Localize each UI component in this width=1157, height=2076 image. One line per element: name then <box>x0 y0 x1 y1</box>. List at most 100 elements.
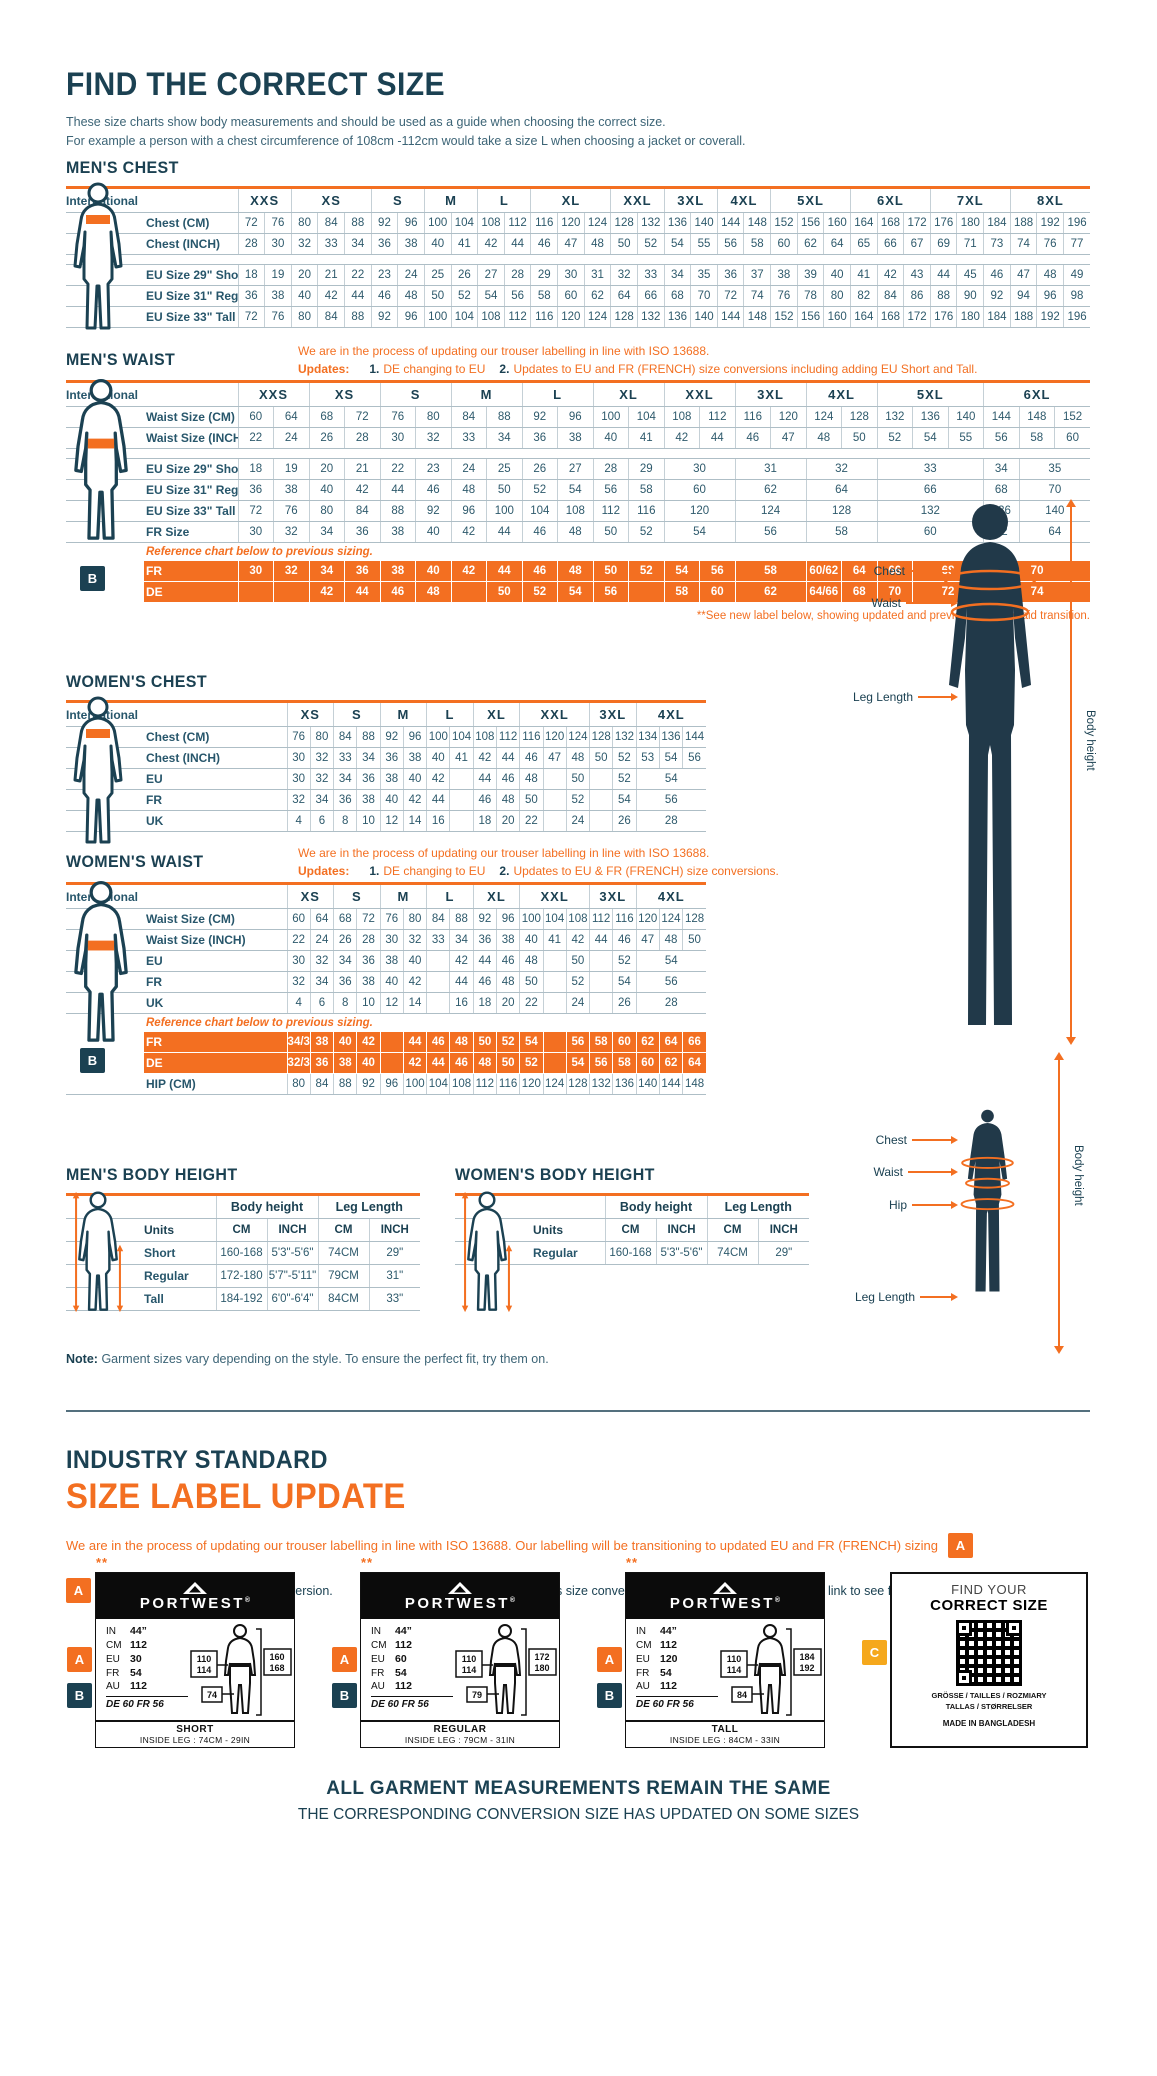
size-value-cell: 72 <box>716 285 744 307</box>
size-value-cell: 31 <box>734 458 807 480</box>
size-value-cell: 20 <box>290 264 318 286</box>
size-value-cell: 36 <box>370 233 398 255</box>
size-value-cell: 36 <box>356 950 381 972</box>
size-value-cell: 140 <box>690 306 718 328</box>
size-value-cell: 152 <box>770 306 798 328</box>
unit-header: INCH <box>266 1218 318 1242</box>
size-value-cell: 196 <box>1062 212 1091 234</box>
size-value-cell: 36 <box>237 285 265 307</box>
size-value-cell: 41 <box>450 233 478 255</box>
size-value-cell: 112 <box>503 306 531 328</box>
womens-chest-person-icon <box>66 696 130 851</box>
size-value-cell: 100 <box>426 726 450 748</box>
size-value-cell: 76 <box>770 285 798 307</box>
womens-body-height-table: Body height Leg Length Units CM INCH CM INCH Re… <box>455 1193 815 1265</box>
size-value-cell: 44 <box>472 950 497 972</box>
size-value-cell: 56 <box>635 789 706 811</box>
size-value-cell: 32 <box>309 768 334 790</box>
size-row: IN 44” <box>371 1625 412 1637</box>
size-row: IN 44” <box>636 1625 677 1637</box>
size-value-cell: 100 <box>592 406 629 428</box>
size-value-cell: 64 <box>610 285 638 307</box>
size-value-cell: 58 <box>628 479 665 501</box>
svg-text:180: 180 <box>534 1663 549 1673</box>
size-rows: IN 44” CM 112 EU 60 FR 54 AU 112 <box>371 1625 559 1694</box>
waist-arrow-icon <box>908 1167 958 1176</box>
size-value-cell: 43 <box>903 264 931 286</box>
size-column-header: XXL <box>663 381 736 407</box>
size-value-cell: 19 <box>273 458 310 480</box>
size-value-cell: 47 <box>1009 264 1037 286</box>
asterisks: ** <box>96 1555 109 1570</box>
size-value-cell: 44 <box>402 1032 427 1053</box>
svg-text:110: 110 <box>727 1654 742 1664</box>
size-value-cell: 46 <box>495 768 520 790</box>
size-value-cell: 46 <box>472 789 497 811</box>
size-value-cell: 28 <box>356 929 381 951</box>
size-value-cell: 44 <box>449 971 474 993</box>
chest-arrow-icon <box>912 1135 958 1144</box>
size-value-cell: 84 <box>344 500 381 522</box>
inside-leg: INSIDE LEG : 84CM - 33IN <box>669 1735 781 1745</box>
size-value-cell: 48 <box>519 950 543 972</box>
size-value-cell: 27 <box>477 264 505 286</box>
size-value-cell: 104 <box>628 406 665 428</box>
size-value-cell: 26 <box>333 929 357 951</box>
size-column-header: M <box>379 883 427 909</box>
size-value-cell: 44 <box>426 1052 450 1074</box>
size-value-cell: 82 <box>849 285 878 307</box>
size-value-cell: 38 <box>356 789 381 811</box>
size-value-cell: 24 <box>397 264 425 286</box>
size-value-cell: 60 <box>635 1052 660 1074</box>
size-value-cell: 84 <box>426 908 450 930</box>
size-value-cell: 40 <box>402 768 427 790</box>
group-header: Body height <box>604 1194 707 1219</box>
size-value-cell: 41 <box>449 747 474 769</box>
size-rows: IN 44” CM 112 EU 120 FR 54 AU 112 <box>636 1625 824 1694</box>
size-value-cell: 32 <box>309 747 334 769</box>
leg-arrow-icon <box>920 1292 958 1301</box>
size-value-cell: 100 <box>519 908 543 930</box>
size-value-cell: 44 <box>426 789 450 811</box>
size-value-cell: 116 <box>612 908 637 930</box>
size-value-cell: 108 <box>565 908 590 930</box>
size-value-cell: 42 <box>565 929 590 951</box>
size-column-header: L <box>521 381 594 407</box>
size-value-cell: 54 <box>557 581 594 603</box>
size-column-header: XL <box>530 187 611 213</box>
womens-waist-section: WOMEN'S WAIST We are in the process of u… <box>66 846 779 1095</box>
size-value-cell: 104 <box>542 908 567 930</box>
size-value-cell: 46 <box>472 971 497 993</box>
svg-text:79: 79 <box>472 1690 482 1700</box>
size-value-cell: 18 <box>472 810 497 832</box>
size-value-cell: 184 <box>983 212 1011 234</box>
size-value-cell: 38 <box>557 427 594 449</box>
size-value-cell: 33 <box>317 233 345 255</box>
badge-a-icon: A <box>947 1533 973 1558</box>
size-value-cell: 96 <box>379 1073 404 1095</box>
qr-code[interactable] <box>956 1620 1022 1686</box>
unit-header: INCH <box>757 1218 810 1242</box>
size-value-cell: 36 <box>309 1052 334 1074</box>
size-value-cell: 34/36 <box>286 1032 311 1053</box>
size-value-cell <box>449 768 474 790</box>
size-value-cell: 36 <box>356 768 381 790</box>
inside-leg: INSIDE LEG : 74CM - 29IN <box>139 1735 251 1745</box>
size-value-cell: 56 <box>635 971 706 993</box>
size-value-cell: 34 <box>486 427 523 449</box>
unit-header: CM <box>215 1218 267 1242</box>
size-value-cell: 80 <box>823 285 851 307</box>
size-value-cell: 124 <box>734 500 807 522</box>
size-value-cell: 52 <box>519 1052 543 1074</box>
size-value-cell <box>237 581 274 603</box>
size-value-cell: 88 <box>356 726 381 748</box>
size-value-cell: 42 <box>450 561 487 582</box>
size-value-cell: 120 <box>557 306 585 328</box>
size-value-cell: 168 <box>876 306 904 328</box>
size-value-cell: 56 <box>592 479 629 501</box>
size-value-cell: 68 <box>983 479 1020 501</box>
size-column-header: 3XL <box>663 187 718 213</box>
womens-waist-title: WOMEN'S WAIST <box>66 852 204 871</box>
size-value-cell <box>542 992 567 1014</box>
size-row: AU 112 <box>371 1680 412 1693</box>
